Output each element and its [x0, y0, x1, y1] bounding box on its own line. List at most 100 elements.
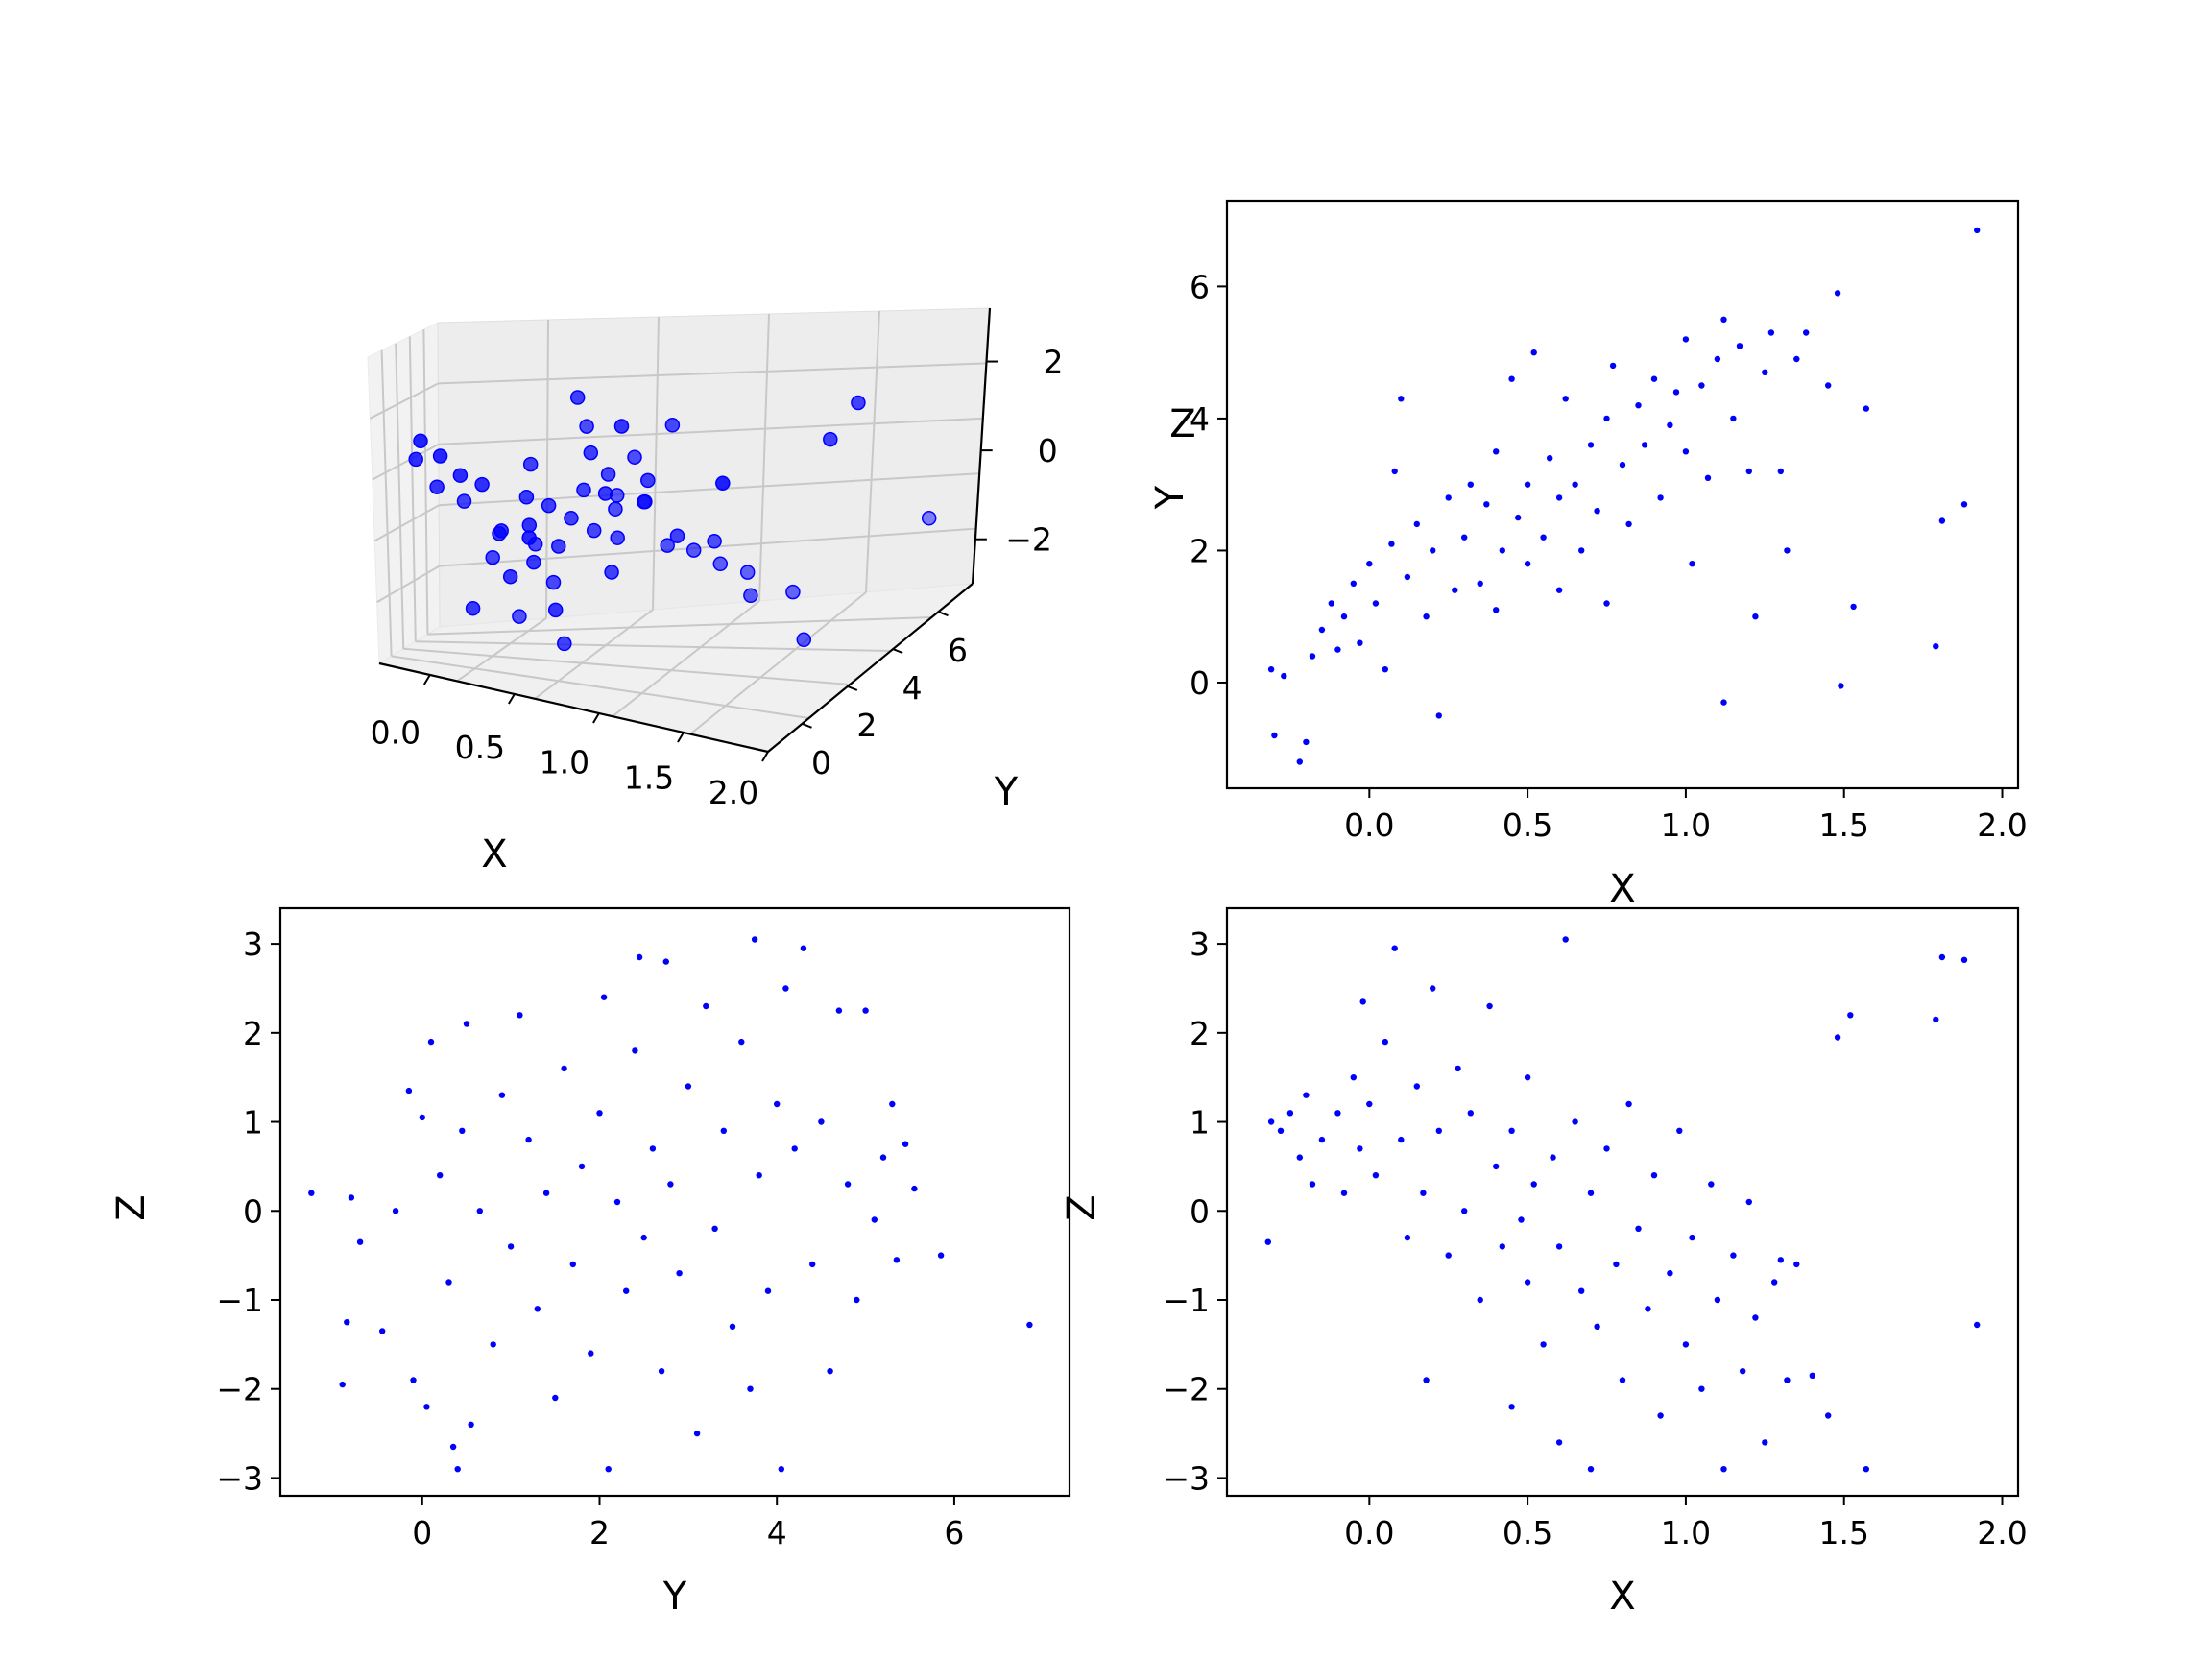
data-point [1467, 481, 1475, 488]
data-point-3d [429, 479, 445, 494]
data-point [463, 1021, 470, 1027]
data-point [1720, 316, 1727, 323]
x-tick-label: 2 [589, 1514, 610, 1551]
data-point [640, 1234, 647, 1241]
z-axis-line [971, 307, 992, 585]
data-point [1296, 758, 1304, 765]
data-point [437, 1172, 444, 1179]
y-tick-label-3d: 0 [811, 744, 831, 781]
x-tick-label-3d: 0.0 [371, 713, 421, 751]
data-point [1540, 534, 1547, 541]
data-point [1477, 580, 1483, 587]
data-point [454, 1466, 461, 1473]
data-point [1863, 1466, 1870, 1473]
data-point [1667, 1270, 1673, 1277]
data-point [711, 1225, 718, 1233]
x-tick-mark-3d [761, 751, 769, 762]
data-point [542, 1190, 550, 1196]
data-point-3d [541, 497, 557, 514]
data-point [809, 1261, 816, 1268]
y-tick-label-3d: 4 [902, 669, 923, 707]
data-point [1547, 455, 1553, 462]
x-tick-mark-3d [592, 712, 600, 724]
data-point [1391, 468, 1398, 475]
plot-frame [1225, 199, 2020, 790]
data-point-3d [551, 539, 566, 554]
data-point [1594, 508, 1600, 515]
y-tick-label: −3 [216, 1459, 263, 1497]
x-tick-label: 0.0 [1344, 806, 1394, 844]
data-point [1445, 494, 1452, 501]
data-point [1555, 1243, 1563, 1250]
data-point [827, 1368, 833, 1375]
data-point [1762, 369, 1768, 375]
data-point [1635, 402, 1642, 409]
data-point-3d [576, 482, 591, 498]
data-point [751, 936, 758, 943]
wall-grid-line [865, 310, 880, 593]
data-point [667, 1181, 674, 1188]
data-point [476, 1208, 483, 1214]
data-point-3d [640, 472, 656, 489]
data-point [720, 1127, 727, 1135]
left-wall-grid-line [395, 343, 405, 649]
data-point [445, 1279, 452, 1286]
data-point [1493, 607, 1500, 613]
data-point [1328, 600, 1335, 607]
data-point [613, 1198, 621, 1206]
data-point [1777, 1257, 1785, 1263]
y-axis-label-3d: Y [994, 770, 1019, 814]
data-point [1672, 389, 1680, 396]
data-point [1382, 666, 1389, 673]
data-point-3d [465, 600, 481, 616]
left-wall-grid-line [376, 565, 441, 604]
points-3d [408, 390, 937, 652]
data-point [893, 1257, 901, 1263]
data-point [658, 1368, 665, 1375]
y-tick-mark-3d [802, 722, 812, 729]
data-point [600, 994, 608, 1000]
x-tick-label: 2.0 [1977, 1514, 2027, 1551]
data-point-3d [613, 419, 630, 434]
y-tick-label: 1 [243, 1104, 263, 1142]
data-point [693, 1430, 701, 1437]
data-point [1682, 1341, 1690, 1348]
data-point-3d [512, 609, 527, 624]
data-point [1493, 448, 1500, 455]
y-tick-label: 4 [1190, 400, 1210, 438]
data-point [703, 1002, 709, 1010]
data-point [1350, 1074, 1358, 1081]
data-point [1555, 587, 1563, 593]
x-tick-label: 2.0 [1977, 806, 2027, 844]
data-point [1720, 699, 1727, 706]
x-tick-label-3d: 1.5 [624, 758, 674, 796]
data-point-3d [474, 476, 490, 493]
data-point [1974, 1321, 1981, 1329]
data-point [879, 1154, 887, 1161]
data-point-3d [609, 488, 625, 503]
data-point [747, 1385, 754, 1392]
data-point-3d [637, 494, 652, 510]
wall-grid-line [438, 362, 987, 385]
data-point-3d [796, 632, 812, 648]
data-point [636, 953, 643, 961]
data-point [1530, 349, 1537, 356]
data-point [1578, 1287, 1585, 1294]
data-point [791, 1145, 798, 1152]
x-tick-mark-3d [422, 674, 431, 685]
data-point-3d [522, 456, 539, 472]
floor-grid-line [456, 617, 547, 683]
data-point-3d [408, 451, 423, 468]
data-point [835, 1007, 843, 1014]
data-point [844, 1181, 852, 1188]
x-tick-label: 4 [767, 1514, 787, 1551]
data-point [1625, 1100, 1632, 1108]
data-point [1960, 501, 1968, 508]
data-point [1938, 517, 1946, 524]
data-point [552, 1394, 559, 1402]
data-point [623, 1287, 630, 1294]
data-point [1745, 468, 1753, 475]
data-point [1578, 547, 1585, 554]
data-point [1515, 514, 1522, 521]
